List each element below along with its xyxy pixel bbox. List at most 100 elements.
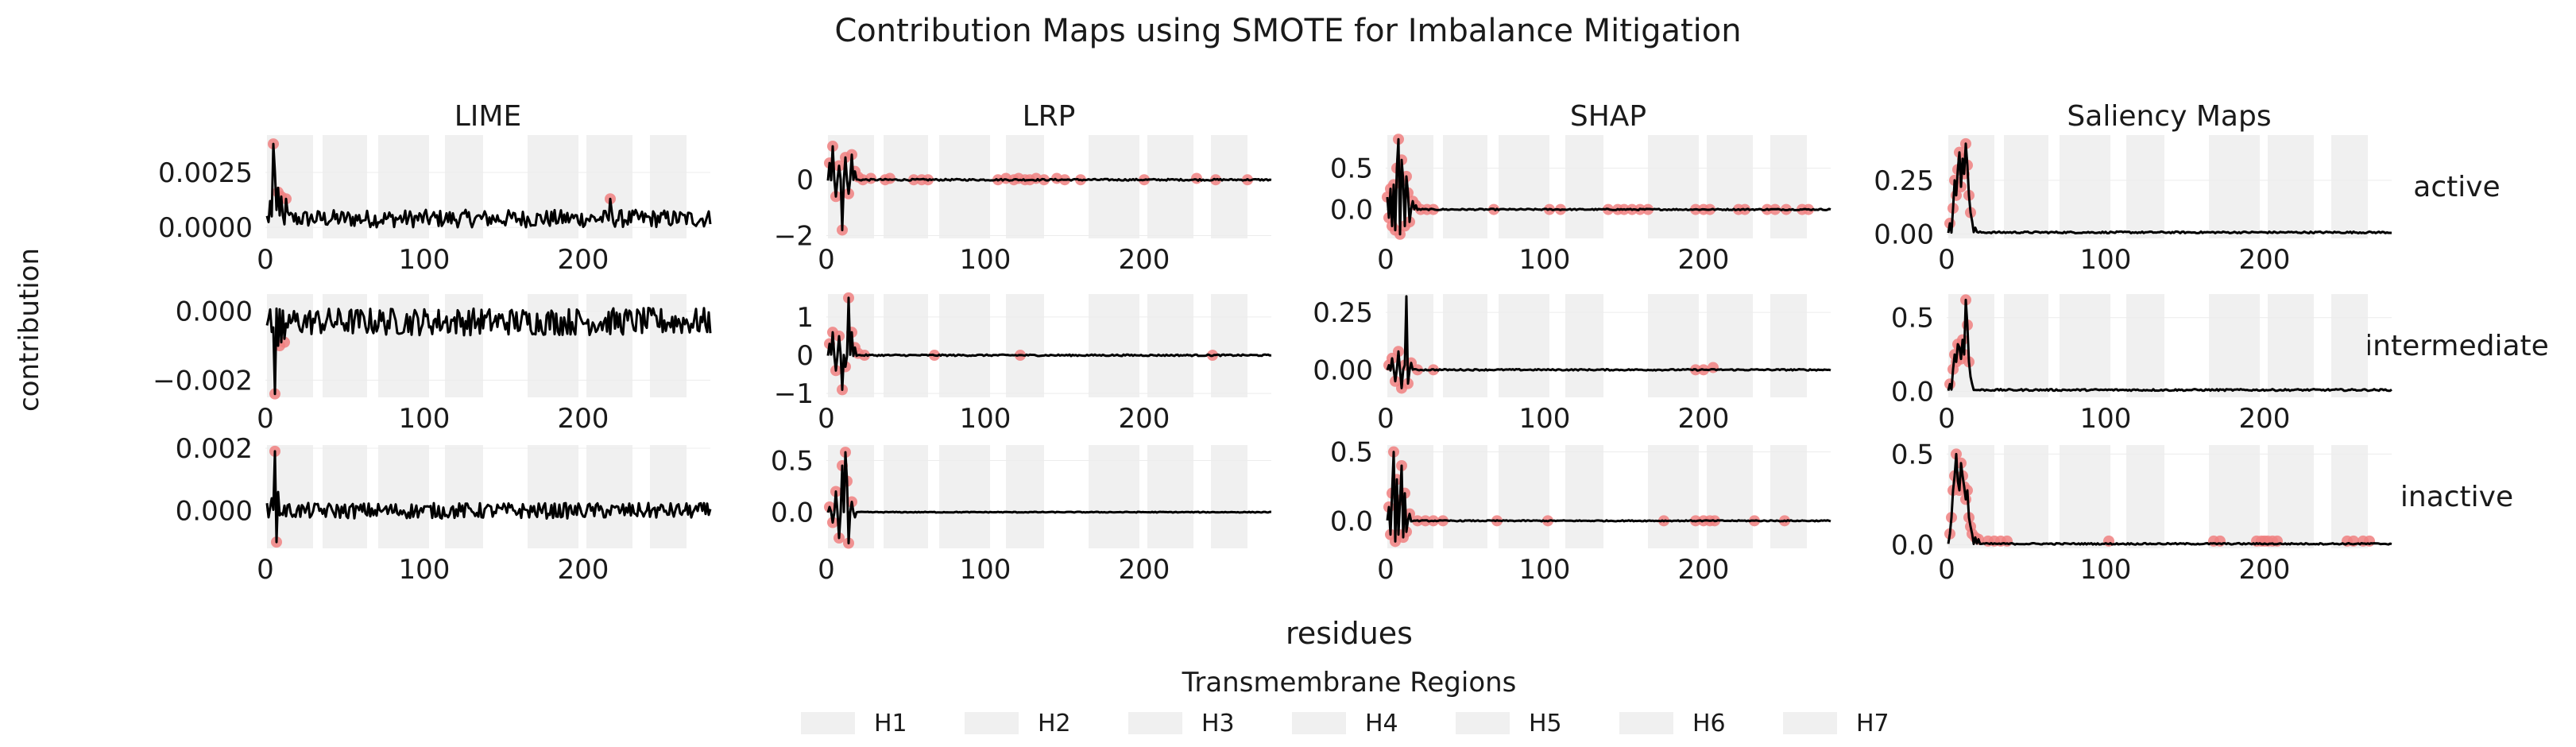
region-band-H3 (1499, 135, 1549, 238)
legend-swatch-H5 (1456, 712, 1510, 734)
x-tick-label: 200 (1678, 403, 1730, 435)
region-band-H2 (884, 135, 928, 238)
region-band-H4 (2126, 445, 2164, 548)
y-tick-label: 0.5 (1330, 153, 1373, 185)
x-tick-label: 200 (558, 244, 609, 276)
y-tick-label: 0.000 (176, 496, 253, 528)
facet-row-labels: active intermediate inactive (2365, 171, 2549, 513)
contribution-line (1947, 298, 2392, 393)
region-band-H3 (1499, 445, 1549, 548)
legend-swatch-H4 (1292, 712, 1346, 734)
y-tick-label: 0 (796, 164, 814, 196)
legend-swatch-H7 (1783, 712, 1837, 734)
x-tick-label: 0 (1377, 554, 1394, 586)
highlight-point (1708, 362, 1719, 374)
panel-saliency-maps-inactive: 0.0 0.5 0 100 200 (1891, 439, 2392, 586)
region-band-H2 (323, 445, 367, 548)
panel-saliency-maps-intermediate: 0.0 0.5 0 100 200 (1891, 294, 2392, 435)
region-band-H2 (1443, 294, 1487, 397)
contribution-line (265, 307, 712, 396)
panel-lime-active: 0.0000 0.0025 0 100 200 (158, 135, 712, 276)
panel-shap-active: 0.0 0.5 0 100 200 (1330, 134, 1831, 276)
region-band-H3 (939, 294, 990, 397)
x-tick-label: 200 (1119, 554, 1170, 586)
region-band-H6 (2268, 294, 2314, 397)
region-band-H7 (650, 294, 687, 397)
x-tick-label: 100 (1519, 244, 1571, 276)
region-band-H2 (2004, 135, 2048, 238)
region-band-H7 (650, 445, 687, 548)
region-band-H2 (884, 445, 928, 548)
region-band-H4 (1565, 135, 1603, 238)
panel-lrp-active: −200 100 200 (774, 135, 1272, 276)
region-band-H3 (2060, 445, 2110, 548)
y-tick-label: 0.0 (1330, 505, 1373, 537)
y-tick-label: −2 (774, 220, 814, 252)
region-band-H7 (1770, 445, 1807, 548)
region-band-H6 (1147, 445, 1193, 548)
region-band-H2 (1443, 445, 1487, 548)
y-tick-label: 0.0 (1891, 377, 1934, 408)
y-tick-label: −1 (774, 378, 814, 410)
region-band-H4 (445, 445, 483, 548)
region-band-H7 (1211, 135, 1247, 238)
y-tick-label: 0.000 (176, 296, 253, 328)
x-tick-label: 200 (1678, 244, 1730, 276)
region-band-H6 (1707, 445, 1753, 548)
region-band-H4 (1006, 294, 1044, 397)
region-band-H2 (2004, 294, 2048, 397)
highlight-point (2002, 535, 2013, 547)
region-band-H3 (2060, 294, 2110, 397)
row-label-inactive: inactive (2400, 481, 2513, 513)
region-band-H6 (1707, 294, 1753, 397)
region-band-H3 (378, 294, 429, 397)
contribution-line (826, 145, 1272, 231)
region-band-H7 (2331, 294, 2368, 397)
legend-title: Transmembrane Regions (1182, 667, 1517, 699)
legend: H1 H2 H3 H4 H5 H6 H7 (801, 710, 1889, 737)
region-band-H5 (1089, 135, 1139, 238)
x-tick-label: 100 (2080, 554, 2132, 586)
y-tick-label: 0 (796, 340, 814, 372)
y-tick-label: 0.25 (1874, 165, 1934, 197)
contribution-line (826, 296, 1272, 391)
legend-label-H2: H2 (1038, 710, 1071, 737)
x-tick-label: 0 (818, 403, 835, 435)
x-tick-label: 100 (399, 554, 451, 586)
y-tick-label: 1 (796, 302, 814, 334)
panel-saliency-maps-active: 0.00 0.25 0 100 200 (1874, 135, 2392, 276)
region-band-H4 (445, 294, 483, 397)
x-tick-label: 100 (1519, 554, 1571, 586)
region-band-H5 (1089, 445, 1139, 548)
legend-label-H1: H1 (874, 710, 907, 737)
region-band-H5 (2209, 445, 2260, 548)
region-band-H4 (2126, 135, 2164, 238)
y-tick-label: 0.0025 (158, 157, 253, 189)
region-band-H7 (1770, 135, 1807, 238)
legend-label-H4: H4 (1365, 710, 1398, 737)
column-title-2: SHAP (1570, 100, 1646, 133)
legend-label-H5: H5 (1529, 710, 1562, 737)
region-band-H5 (1089, 294, 1139, 397)
legend-label-H7: H7 (1856, 710, 1889, 737)
region-band-H2 (884, 294, 928, 397)
region-band-H3 (1499, 294, 1549, 397)
region-band-H3 (378, 445, 429, 548)
region-band-H5 (2209, 135, 2260, 238)
x-tick-label: 0 (257, 403, 274, 435)
region-band-H3 (939, 445, 990, 548)
contribution-line (1386, 137, 1831, 236)
region-band-H5 (528, 294, 578, 397)
legend-swatch-H3 (1128, 712, 1182, 734)
y-tick-label: 0.0 (1330, 195, 1373, 226)
x-tick-label: 100 (399, 244, 451, 276)
region-band-H7 (2331, 445, 2368, 548)
region-band-H4 (1006, 135, 1044, 238)
contribution-line (265, 142, 712, 229)
legend-label-H3: H3 (1201, 710, 1235, 737)
region-band-H5 (2209, 294, 2260, 397)
region-band-H5 (528, 445, 578, 548)
y-tick-label: 0.5 (1330, 437, 1373, 469)
